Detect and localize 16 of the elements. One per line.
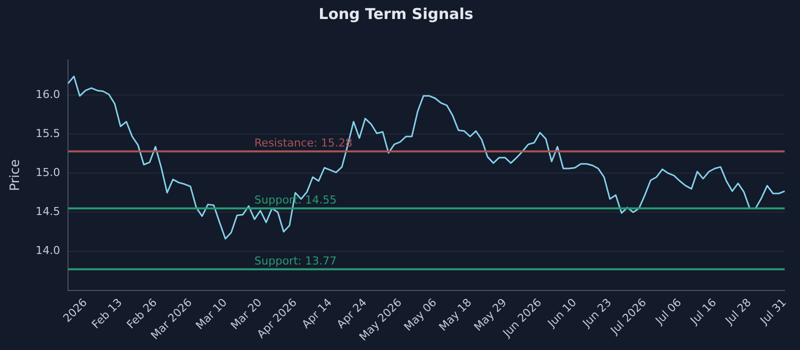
y-tick-label: 14.5 bbox=[36, 205, 60, 218]
x-tick-label: Apr 14 bbox=[299, 296, 334, 331]
y-tick-label: 14.0 bbox=[36, 244, 60, 258]
x-tick-label: Jun 10 bbox=[544, 296, 580, 330]
x-tick-label: Jul 16 bbox=[687, 296, 719, 328]
chart-title: Long Term Signals bbox=[318, 4, 474, 23]
y-tick-label: 15.5 bbox=[36, 127, 60, 140]
y-axis-title: Price bbox=[8, 159, 24, 192]
x-tick-label: Jul 31 bbox=[757, 296, 789, 328]
y-tick-label: 15.0 bbox=[36, 166, 60, 180]
y-tick-label: 16.0 bbox=[36, 88, 60, 101]
x-tick-label: Jul 06 bbox=[652, 296, 684, 328]
x-tick-label: Jul 28 bbox=[722, 296, 754, 328]
ref-line-label: Support: 13.77 bbox=[254, 254, 337, 268]
x-tick-label: Mar 10 bbox=[193, 296, 230, 332]
x-tick-label: Feb 13 bbox=[89, 296, 125, 332]
